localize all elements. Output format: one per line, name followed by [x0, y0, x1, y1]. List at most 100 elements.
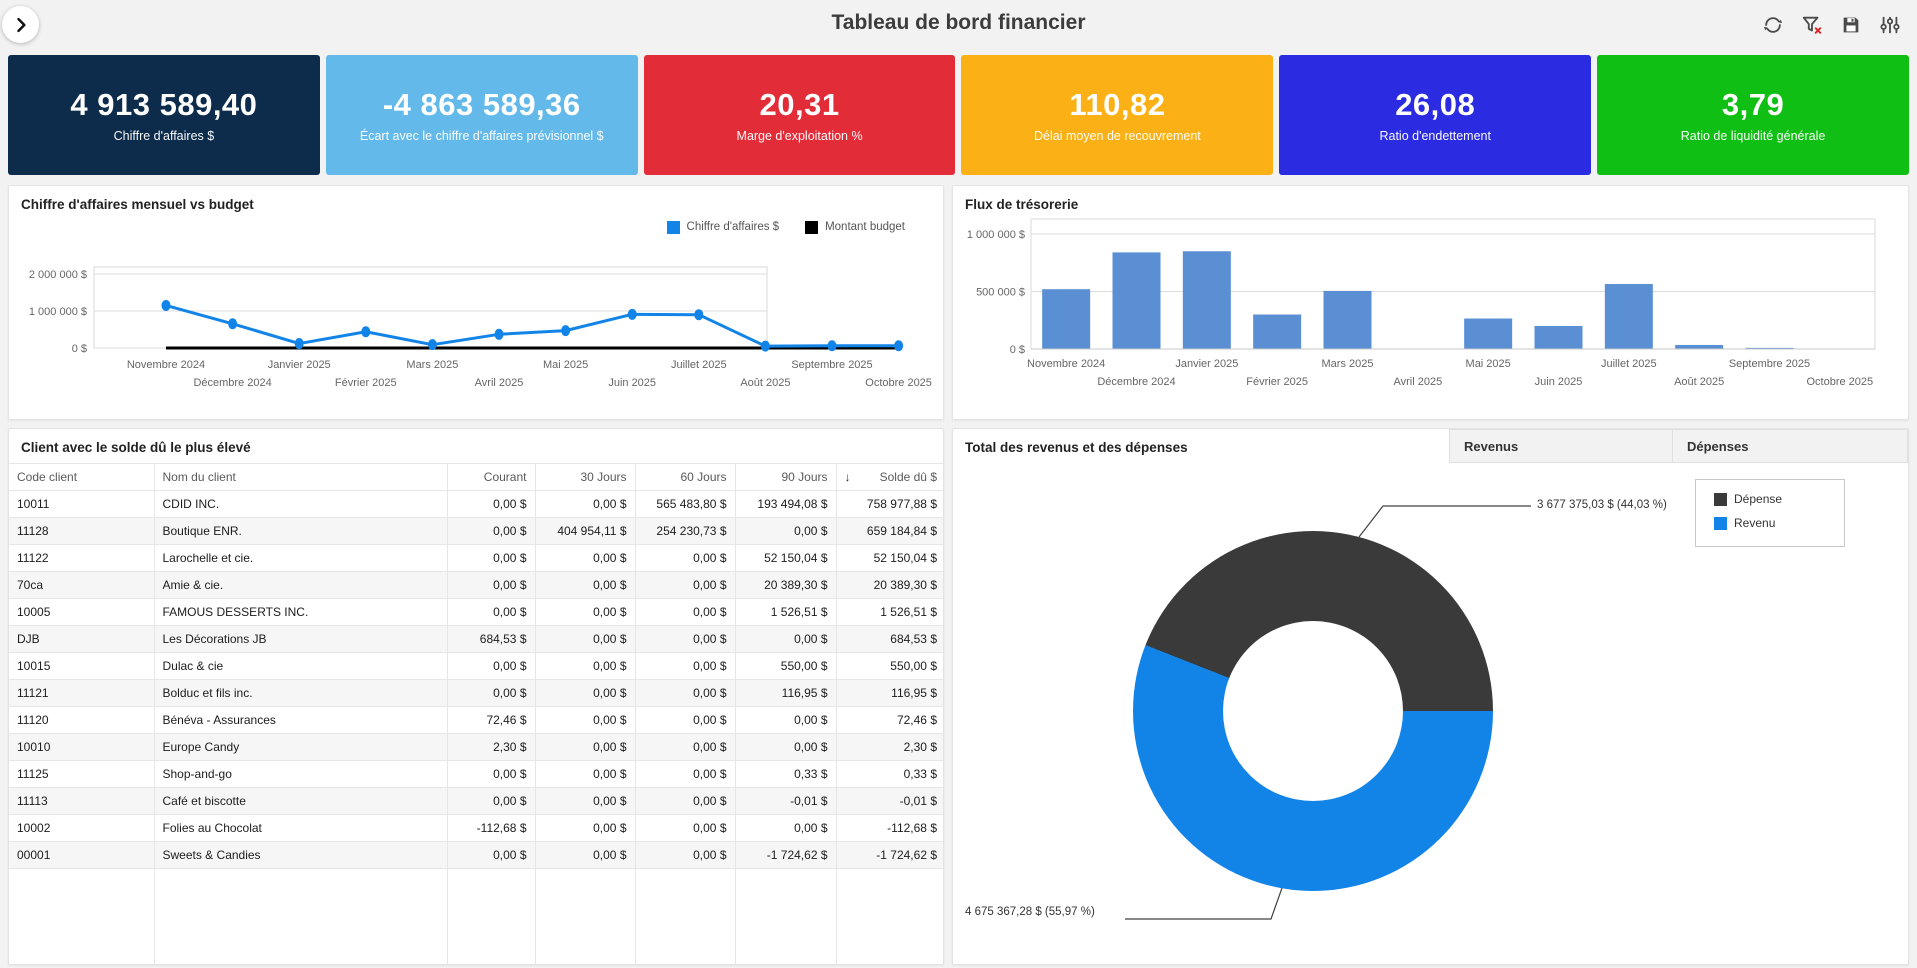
sort-desc-icon[interactable]: ↓: [844, 470, 851, 484]
data-point[interactable]: [494, 328, 504, 340]
empty-cell: [836, 869, 943, 965]
data-point[interactable]: [294, 338, 304, 350]
amount-cell: 0,00 $: [635, 652, 736, 680]
bar[interactable]: [1042, 289, 1091, 349]
empty-cell: [9, 868, 155, 964]
table-row[interactable]: 11122 Larochelle et cie. 0,00 $0,00 $0,00 …: [9, 544, 943, 572]
amount-cell: 52 150,04 $: [836, 544, 943, 572]
data-point[interactable]: [561, 325, 571, 337]
client-code-cell: 11122: [9, 544, 155, 572]
table-row[interactable]: 11113 Café et biscotte 0,00 $0,00 $0,00 $ -…: [9, 787, 943, 815]
amount-cell: 0,00 $: [735, 517, 837, 545]
amount-cell: 0,00 $: [535, 571, 636, 599]
bar[interactable]: [1253, 314, 1302, 350]
legend-item[interactable]: Revenu: [1714, 516, 1844, 530]
bar[interactable]: [1464, 318, 1513, 349]
revenue-vs-budget-panel: Chiffre d'affaires mensuel vs budget Chi…: [8, 185, 944, 420]
bar[interactable]: [1182, 251, 1231, 349]
save-icon[interactable]: [1840, 14, 1862, 36]
data-point[interactable]: [228, 318, 238, 330]
table-row[interactable]: 00001 Sweets & Candies 0,00 $0,00 $0,00 $ -…: [9, 841, 943, 869]
kpi-row: 4 913 589,40 Chiffre d'affaires $ -4 863 5…: [8, 55, 1909, 175]
amount-cell: 52 150,04 $: [735, 544, 837, 572]
column-header[interactable]: 60 Jours: [635, 463, 736, 491]
x-tick-label: Août 2025: [1674, 376, 1724, 388]
table-row[interactable]: 10011 CDID INC. 0,00 $0,00 $565 483,80 $19…: [9, 490, 943, 518]
data-point[interactable]: [161, 299, 171, 311]
column-header-label: Nom du client: [162, 470, 236, 484]
legend-item[interactable]: Montant budget: [805, 220, 905, 234]
amount-cell: 0,00 $: [535, 787, 636, 815]
bar[interactable]: [1604, 284, 1653, 349]
legend-swatch-icon: [805, 220, 819, 234]
table-row[interactable]: 10015 Dulac & cie 0,00 $0,00 $0,00 $550,00…: [9, 652, 943, 680]
bar[interactable]: [1745, 347, 1794, 349]
kpi-value: 26,08: [1395, 87, 1476, 122]
amount-cell: 193 494,08 $: [735, 490, 837, 518]
table-row[interactable]: 10002 Folies au Chocolat -112,68 $0,00 $0,…: [9, 814, 943, 842]
column-header-label: Code client: [17, 470, 78, 484]
bar[interactable]: [1534, 326, 1583, 349]
column-header[interactable]: 30 Jours: [535, 463, 636, 491]
amount-cell: -0,01 $: [836, 787, 943, 815]
table-row[interactable]: DJB Les Décorations JB 684,53 $0,00 $0,00 …: [9, 625, 943, 653]
data-point[interactable]: [760, 340, 770, 352]
line-chart-legend: Chiffre d'affaires $ Montant budget: [9, 217, 943, 237]
x-tick-label: Mai 2025: [543, 359, 588, 371]
bar[interactable]: [1675, 344, 1724, 349]
column-header[interactable]: Courant: [447, 463, 536, 491]
x-tick-label: Novembre 2024: [1027, 358, 1105, 370]
table-row[interactable]: 10010 Europe Candy 2,30 $0,00 $0,00 $0,00 …: [9, 733, 943, 761]
data-point[interactable]: [627, 308, 637, 320]
data-point[interactable]: [427, 339, 437, 351]
bar[interactable]: [1323, 290, 1372, 349]
data-point[interactable]: [694, 309, 704, 321]
table-row[interactable]: 11128 Boutique ENR. 0,00 $404 954,11 $254 …: [9, 517, 943, 545]
amount-cell: 0,00 $: [535, 625, 636, 653]
refresh-icon[interactable]: [1762, 14, 1784, 36]
client-code-cell: 11120: [9, 706, 155, 734]
expand-panel-button[interactable]: [2, 6, 39, 43]
table-row[interactable]: 11121 Bolduc et fils inc. 0,00 $0,00 $0,00…: [9, 679, 943, 707]
amount-cell: 20 389,30 $: [836, 571, 943, 599]
amount-cell: 0,00 $: [535, 490, 636, 518]
amount-cell: -0,01 $: [735, 787, 837, 815]
filter-settings-icon[interactable]: [1879, 14, 1901, 36]
column-header[interactable]: Code client: [9, 463, 155, 491]
x-tick-label: Mai 2025: [1466, 358, 1511, 370]
amount-cell: 550,00 $: [735, 652, 837, 680]
client-name-cell: Larochelle et cie.: [154, 544, 448, 572]
table-row[interactable]: 11125 Shop-and-go 0,00 $0,00 $0,00 $0,33 $…: [9, 760, 943, 788]
client-name-cell: Boutique ENR.: [154, 517, 448, 545]
amount-cell: 0,00 $: [635, 598, 736, 626]
column-header[interactable]: Nom du client: [154, 463, 448, 491]
tab-revenus[interactable]: Revenus: [1449, 429, 1673, 463]
tab-depenses[interactable]: Dépenses: [1672, 429, 1908, 463]
x-tick-label: Novembre 2024: [127, 359, 205, 371]
data-point[interactable]: [894, 340, 904, 352]
legend-item[interactable]: Dépense: [1714, 492, 1844, 506]
cash-flow-bar-chart[interactable]: 1 000 000 $ 500 000 $ 0 $Novembre 2024 Déce…: [953, 218, 1909, 408]
legend-item[interactable]: Chiffre d'affaires $: [666, 220, 779, 234]
data-point[interactable]: [361, 326, 371, 338]
amount-cell: 116,95 $: [735, 679, 837, 707]
x-tick-label: Avril 2025: [475, 377, 524, 389]
bar[interactable]: [1112, 252, 1161, 349]
x-tick-label: Juillet 2025: [1601, 358, 1657, 370]
table-row[interactable]: 70ca Amie & cie. 0,00 $0,00 $0,00 $20 389,…: [9, 571, 943, 599]
x-tick-label: Janvier 2025: [268, 359, 331, 371]
table-row[interactable]: 10005 FAMOUS DESSERTS INC. 0,00 $0,00 $0,0…: [9, 598, 943, 626]
kpi-card: 3,79 Ratio de liquidité générale: [1597, 55, 1909, 175]
data-point[interactable]: [827, 340, 837, 352]
amount-cell: 0,00 $: [535, 598, 636, 626]
client-code-cell: 70ca: [9, 571, 155, 599]
table-row[interactable]: 11120 Bénéva - Assurances 72,46 $0,00 $0,0…: [9, 706, 943, 734]
clear-filter-icon[interactable]: [1801, 14, 1823, 36]
revenue-line[interactable]: [165, 304, 899, 348]
amount-cell: -1 724,62 $: [836, 841, 943, 869]
x-tick-label: Août 2025: [740, 377, 790, 389]
column-header[interactable]: 90 Jours: [735, 463, 837, 491]
revenue-vs-budget-line-chart[interactable]: 2 000 000 $ 1 000 000 $ 0 $ Novembre 2024 Dé…: [9, 237, 944, 397]
column-header[interactable]: ↓ Solde dû $: [836, 463, 943, 491]
amount-cell: 72,46 $: [836, 706, 943, 734]
